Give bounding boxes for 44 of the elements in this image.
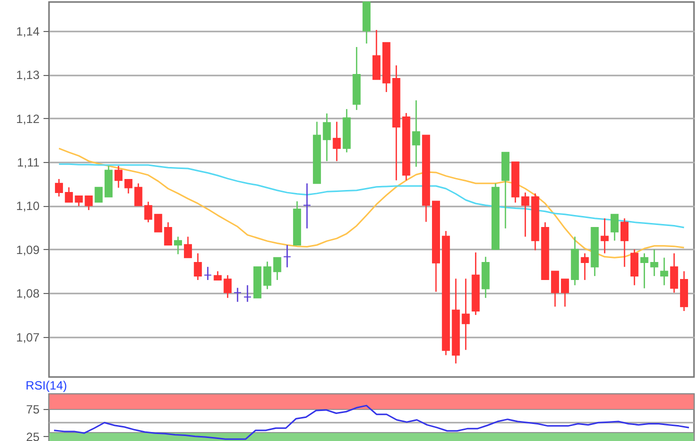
candlestick xyxy=(600,218,609,254)
candlestick xyxy=(134,182,142,206)
candlestick xyxy=(640,252,648,289)
line-series xyxy=(53,404,690,440)
chart-title: RSI(14) xyxy=(26,378,67,393)
candlestick xyxy=(332,121,341,162)
candlestick xyxy=(551,270,560,308)
candlestick xyxy=(224,274,232,299)
candlestick xyxy=(650,248,658,277)
candlestick xyxy=(660,257,668,286)
y-tick-label: 1,09 xyxy=(16,242,40,257)
candlestick xyxy=(303,182,312,230)
candlestick xyxy=(610,214,619,242)
y-tick-label: 75 xyxy=(26,402,40,416)
candlestick xyxy=(204,266,212,281)
y-tick-label: 1,11 xyxy=(17,155,40,170)
candlestick xyxy=(462,278,470,351)
y-tick-label: 25 xyxy=(26,430,40,441)
candlestick xyxy=(620,218,629,268)
candlestick xyxy=(670,252,678,294)
candlestick xyxy=(114,165,122,188)
candlestick xyxy=(64,186,73,203)
candlestick xyxy=(243,284,252,302)
y-tick-label: 1,08 xyxy=(16,286,40,301)
y-tick-label: 1,12 xyxy=(16,112,40,126)
candlestick xyxy=(184,236,192,258)
y-tick-label: 1,10 xyxy=(16,199,40,214)
candlestick xyxy=(54,178,63,198)
candlestick xyxy=(124,178,132,194)
candlestick xyxy=(580,252,589,281)
candlestick xyxy=(194,252,202,281)
candlestick xyxy=(372,29,380,80)
candlestick xyxy=(174,236,182,255)
y-tick-label: 1,07 xyxy=(16,330,40,344)
candlestick xyxy=(560,278,569,308)
candlestick xyxy=(94,186,103,203)
y-tick-label: 1,13 xyxy=(16,68,40,82)
candlestick xyxy=(322,112,331,162)
candlestick xyxy=(283,244,292,268)
candlestick xyxy=(164,222,172,246)
y-tick-label: 1,14 xyxy=(16,24,40,38)
candlestick xyxy=(234,287,242,302)
candlestick xyxy=(412,100,420,168)
candlestick xyxy=(630,248,638,286)
